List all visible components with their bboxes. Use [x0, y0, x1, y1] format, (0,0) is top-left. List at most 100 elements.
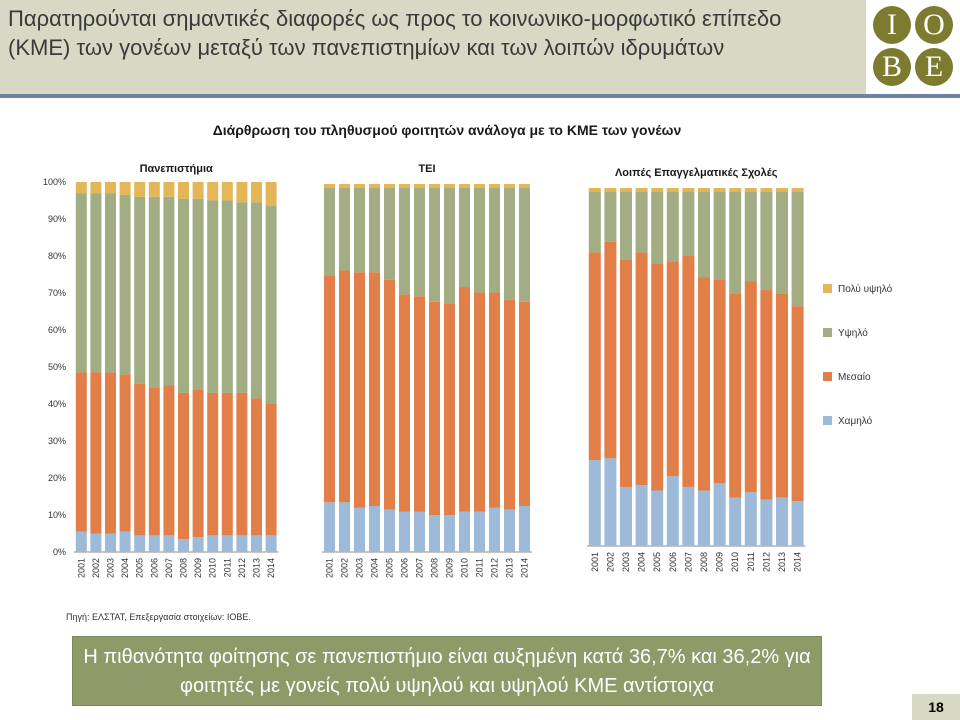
bar-segment — [791, 501, 804, 546]
x-tick-label: 2011 — [222, 558, 232, 577]
bar-segment — [474, 511, 485, 552]
bar-segment — [354, 184, 365, 188]
bar-segment — [236, 182, 248, 203]
x-tick-label: 2010 — [208, 558, 218, 578]
bar-segment — [776, 497, 788, 546]
bar-segment — [90, 372, 102, 534]
bar-segment — [459, 287, 470, 512]
panel-title: Πανεπιστήμια — [140, 163, 213, 175]
bar-segment — [75, 531, 87, 552]
bar-segment — [105, 533, 116, 552]
bar-segment — [588, 460, 601, 546]
bar-segment — [134, 383, 146, 536]
y-tick-label: 100% — [43, 177, 66, 187]
bar-segment — [265, 182, 277, 207]
bar-segment — [729, 293, 742, 498]
bar-segment — [207, 182, 219, 201]
bar-segment — [221, 200, 233, 393]
bar-segment — [519, 506, 530, 552]
bar-segment — [698, 277, 710, 491]
x-tick-label: 2012 — [761, 552, 771, 572]
bar-segment — [429, 515, 440, 552]
bar-segment — [776, 191, 788, 294]
key-finding-box: Η πιθανότητα φοίτησης σε πανεπιστήμιο εί… — [72, 636, 822, 706]
bar-segment — [134, 196, 146, 384]
x-tick-label: 2006 — [149, 558, 159, 578]
bar-segment — [221, 535, 233, 552]
bar-segment — [729, 497, 742, 546]
x-tick-label: 2012 — [490, 558, 500, 578]
bar-segment — [666, 261, 679, 477]
bar-segment — [429, 184, 440, 188]
bar-segment — [604, 191, 617, 242]
bar-segment — [729, 191, 742, 294]
bar-segment — [504, 509, 515, 552]
bar-segment — [178, 392, 189, 540]
bar-segment — [384, 279, 395, 510]
bar-segment — [444, 515, 455, 552]
bar-segment — [744, 492, 757, 546]
logo-letter: Ι — [873, 6, 911, 44]
bar-segment — [178, 539, 189, 552]
bar-segment — [776, 293, 788, 498]
y-tick-label: 40% — [48, 399, 66, 409]
bar-segment — [369, 184, 380, 188]
bar-segment — [75, 193, 87, 373]
bar-segment — [265, 535, 277, 552]
bar-segment — [713, 483, 726, 546]
bar-segment — [519, 301, 530, 506]
slide-title: Παρατηρούνται σημαντικές διαφορές ως προ… — [8, 6, 782, 60]
legend-label: Χαμηλό — [838, 415, 873, 427]
x-tick-label: 2002 — [91, 558, 101, 578]
bar-segment — [474, 184, 485, 188]
bar-segment — [236, 202, 248, 393]
bar-segment — [588, 191, 601, 253]
bar-segment — [729, 188, 742, 192]
bar-segment — [354, 187, 365, 273]
x-tick-label: 2011 — [475, 558, 485, 577]
bar-segment — [744, 188, 757, 192]
x-tick-label: 2007 — [683, 552, 693, 572]
page-number: 18 — [912, 694, 960, 720]
bar-segment — [760, 290, 773, 500]
bar-segment — [666, 191, 679, 262]
bar-segment — [666, 188, 679, 192]
y-tick-label: 70% — [48, 288, 66, 298]
x-tick-label: 2013 — [777, 552, 787, 572]
y-tick-label: 30% — [48, 436, 66, 446]
x-tick-label: 2003 — [106, 558, 116, 578]
legend-swatch — [823, 372, 832, 381]
bar-segment — [698, 191, 710, 278]
bar-segment — [504, 187, 515, 300]
bar-segment — [105, 193, 116, 373]
bar-segment — [429, 187, 440, 302]
bar-segment — [682, 191, 695, 257]
x-tick-label: 2007 — [415, 558, 425, 578]
x-tick-label: 2013 — [252, 558, 262, 578]
bar-segment — [207, 392, 219, 536]
bar-segment — [698, 490, 710, 546]
bar-segment — [178, 182, 189, 199]
bar-segment — [791, 306, 804, 502]
bar-segment — [682, 188, 695, 192]
x-tick-label: 2003 — [621, 552, 631, 572]
x-tick-label: 2008 — [430, 558, 440, 578]
bar-segment — [791, 188, 804, 192]
x-tick-label: 2014 — [793, 552, 803, 572]
x-tick-label: 2009 — [715, 552, 725, 572]
bar-segment — [414, 187, 425, 297]
bar-segment — [354, 507, 365, 552]
bar-segment — [414, 296, 425, 512]
x-tick-label: 2001 — [76, 558, 86, 578]
bar-segment — [791, 191, 804, 307]
bar-segment — [90, 533, 102, 552]
x-tick-label: 2001 — [325, 558, 335, 578]
bar-segment — [119, 194, 131, 375]
bar-segment — [163, 535, 175, 552]
bar-segment — [489, 507, 500, 552]
bar-segment — [384, 184, 395, 188]
y-tick-label: 50% — [48, 362, 66, 372]
bar-segment — [339, 184, 350, 188]
bar-segment — [519, 187, 530, 302]
bar-segment — [414, 184, 425, 188]
